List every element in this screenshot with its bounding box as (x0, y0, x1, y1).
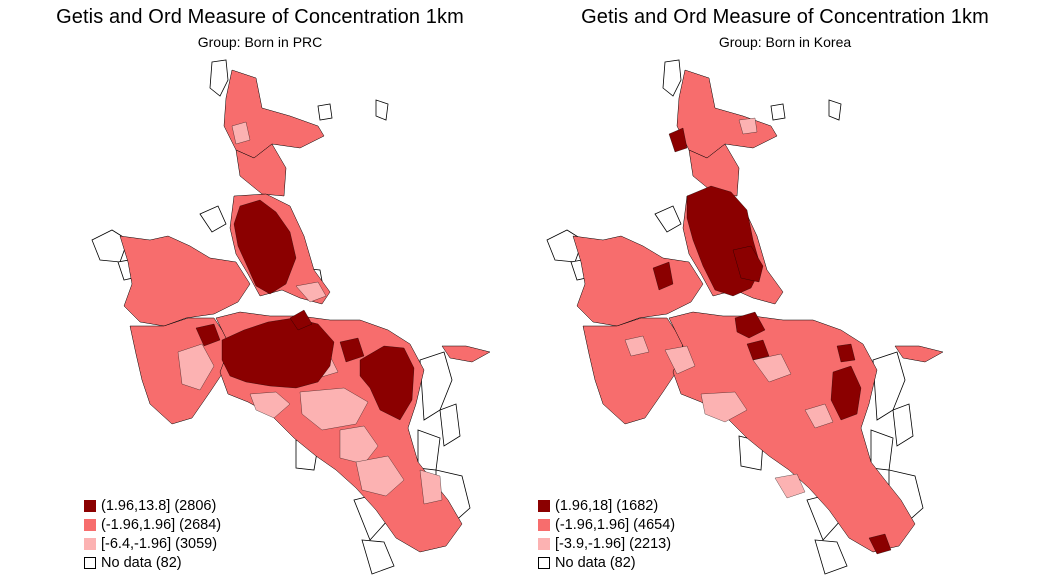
low-regions (624, 117, 834, 499)
legend-item-nodata: No data (82) (84, 553, 344, 572)
choropleth-map-korea (546, 59, 944, 575)
legend: (1.96,18] (1682) (-1.96,1.96] (4654) [-3… (538, 496, 798, 572)
legend-label: [-3.9,-1.96] (2213) (555, 535, 672, 552)
legend-item-high: (1.96,18] (1682) (538, 496, 798, 515)
legend-label: [-6.4,-1.96] (3059) (101, 535, 218, 552)
swatch-nodata (84, 556, 96, 569)
map-panel-korea: Getis and Ord Measure of Concentration 1… (525, 0, 1045, 585)
low-regions (177, 121, 443, 505)
legend-label: No data (82) (101, 554, 182, 571)
swatch-nodata (538, 556, 550, 569)
legend-item-mid: (-1.96,1.96] (2684) (84, 515, 344, 534)
legend-item-nodata: No data (82) (538, 553, 798, 572)
legend-item-low: [-3.9,-1.96] (2213) (538, 534, 798, 553)
legend: (1.96,13.8] (2806) (-1.96,1.96] (2684) [… (84, 496, 344, 572)
map-subtitle: Group: Born in PRC (197, 34, 323, 50)
map-subtitle: Group: Born in Korea (718, 34, 852, 50)
legend-item-high: (1.96,13.8] (2806) (84, 496, 344, 515)
swatch-low (538, 537, 550, 550)
legend-label: (-1.96,1.96] (4654) (555, 516, 676, 533)
mid-regions (572, 69, 944, 553)
legend-label: No data (82) (555, 554, 636, 571)
map-title: Getis and Ord Measure of Concentration 1… (581, 6, 989, 28)
map-title: Getis and Ord Measure of Concentration 1… (56, 6, 464, 28)
legend-label: (1.96,18] (1682) (555, 497, 659, 514)
legend-label: (-1.96,1.96] (2684) (101, 516, 222, 533)
swatch-high (538, 499, 550, 512)
swatch-mid (84, 518, 96, 531)
swatch-high (84, 499, 96, 512)
high-regions (652, 127, 892, 555)
legend-item-low: [-6.4,-1.96] (3059) (84, 534, 344, 553)
swatch-mid (538, 518, 550, 531)
high-regions (195, 199, 415, 421)
choropleth-map-prc (91, 59, 491, 575)
swatch-low (84, 537, 96, 550)
map-panel-prc: Getis and Ord Measure of Concentration 1… (0, 0, 520, 585)
legend-label: (1.96,13.8] (2806) (101, 497, 217, 514)
legend-item-mid: (-1.96,1.96] (4654) (538, 515, 798, 534)
